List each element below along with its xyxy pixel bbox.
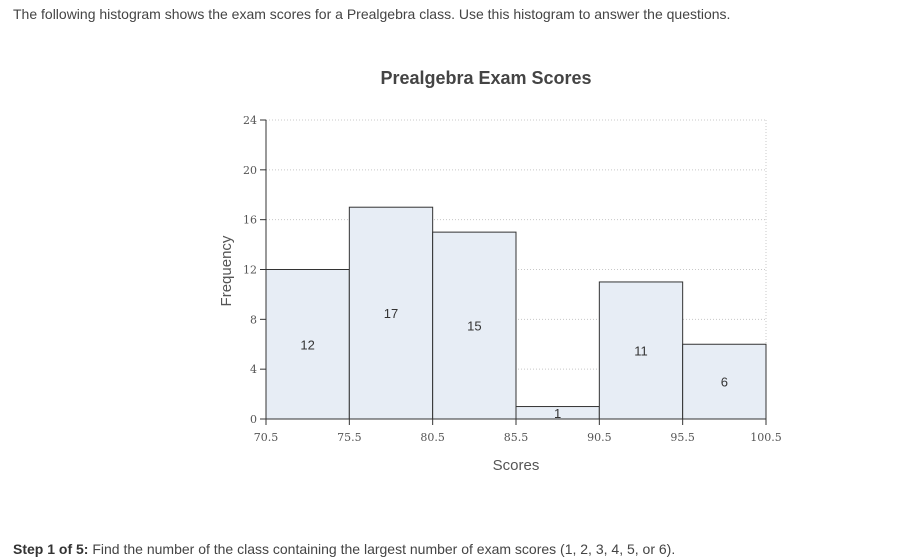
y-tick-label: 8 bbox=[250, 313, 257, 326]
y-tick-label: 12 bbox=[243, 264, 257, 277]
bar-data-label: 1 bbox=[554, 406, 561, 421]
histogram-bar bbox=[682, 343, 767, 420]
y-tick-label: 20 bbox=[243, 164, 257, 177]
histogram-bar bbox=[598, 281, 684, 420]
x-tick-label: 95.5 bbox=[670, 431, 695, 444]
y-tick-label: 16 bbox=[243, 214, 257, 227]
bar-data-label: 17 bbox=[384, 306, 398, 321]
bar-data-label: 11 bbox=[634, 343, 648, 358]
x-tick-label: 85.5 bbox=[504, 431, 529, 444]
y-tick-label: 24 bbox=[243, 114, 257, 127]
step-label: Step 1 of 5: bbox=[13, 541, 89, 557]
step-instruction: Step 1 of 5: Find the number of the clas… bbox=[13, 541, 675, 557]
step-text: Find the number of the class containing … bbox=[88, 541, 676, 557]
histogram-bar bbox=[265, 269, 350, 420]
x-tick-label: 100.5 bbox=[750, 431, 782, 444]
x-tick-label: 70.5 bbox=[254, 431, 279, 444]
x-tick-label: 80.5 bbox=[420, 431, 445, 444]
bars bbox=[265, 206, 767, 420]
bar-data-label: 6 bbox=[721, 375, 728, 390]
intro-text: The following histogram shows the exam s… bbox=[13, 6, 731, 22]
bar-data-label: 12 bbox=[300, 337, 314, 352]
x-axis-title: Scores bbox=[493, 457, 540, 474]
x-tick-label: 90.5 bbox=[587, 431, 612, 444]
bar-data-label: 15 bbox=[467, 319, 481, 334]
y-axis-title: Frequency bbox=[218, 235, 235, 306]
chart-title: Prealgebra Exam Scores bbox=[380, 68, 591, 88]
y-tick-label: 4 bbox=[250, 363, 257, 376]
x-tick-label: 75.5 bbox=[337, 431, 362, 444]
y-tick-label: 0 bbox=[250, 413, 257, 426]
histogram-bar bbox=[432, 231, 517, 420]
